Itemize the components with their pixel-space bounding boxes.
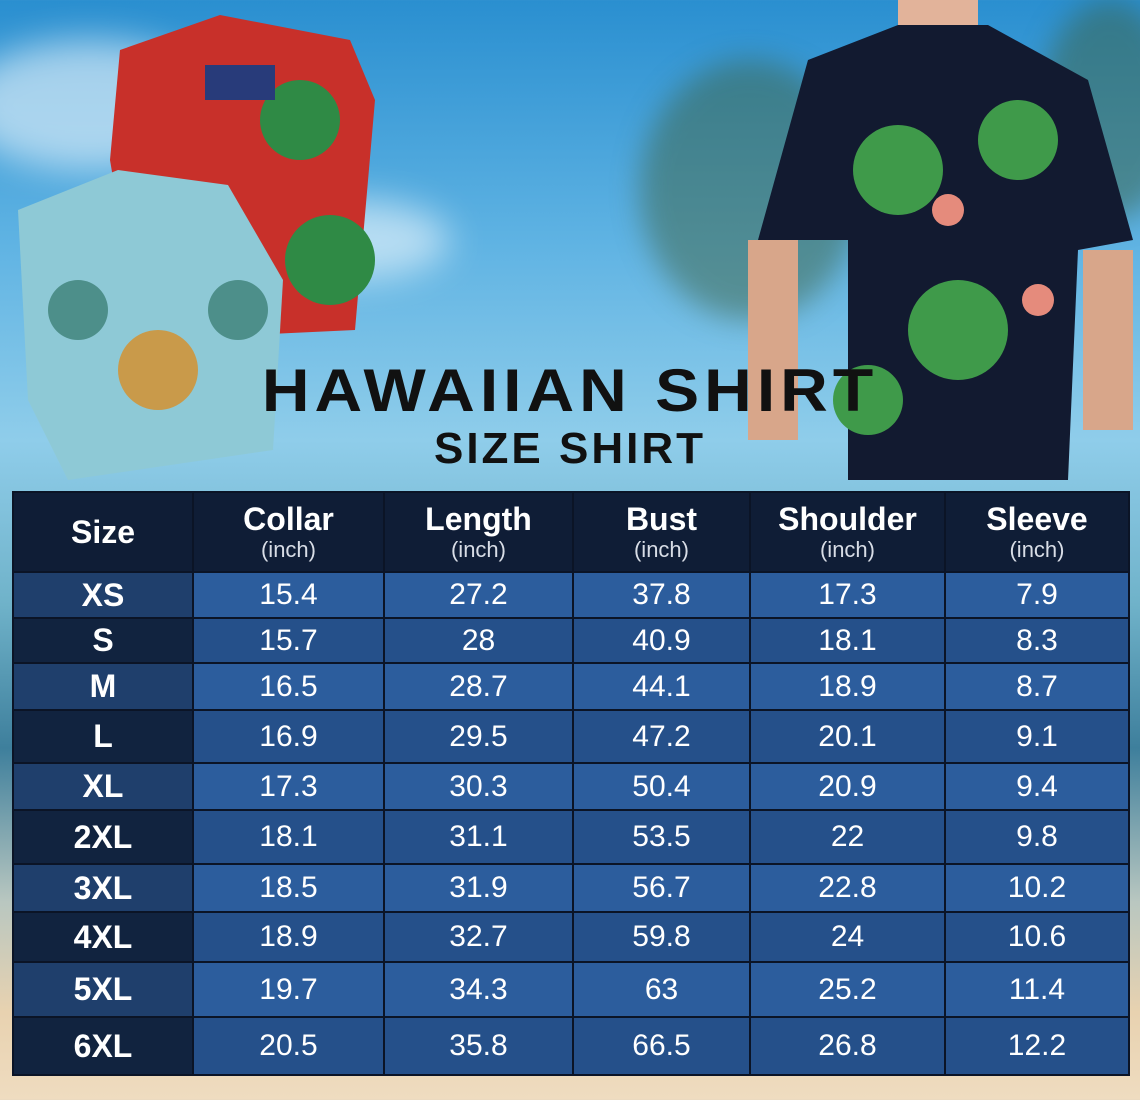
value-cell: 29.5 — [383, 709, 574, 764]
size-cell: 3XL — [12, 863, 194, 913]
value-cell: 16.9 — [192, 709, 385, 764]
table-row: 4XL 18.9 32.7 59.8 24 10.6 — [12, 911, 1130, 963]
value-cell: 11.4 — [944, 961, 1130, 1018]
value-cell: 18.1 — [749, 617, 946, 664]
column-unit: (inch) — [819, 537, 875, 562]
value-cell: 25.2 — [749, 961, 946, 1018]
table-header-row: Size Collar (inch) Length (inch) Bust (inch) Sh… — [12, 491, 1130, 573]
value-cell: 27.2 — [383, 571, 574, 619]
value-cell: 26.8 — [749, 1016, 946, 1076]
value-cell: 12.2 — [944, 1016, 1130, 1076]
value-cell: 20.5 — [192, 1016, 385, 1076]
size-cell: 6XL — [12, 1016, 194, 1076]
value-cell: 22.8 — [749, 863, 946, 913]
value-cell: 56.7 — [572, 863, 751, 913]
column-header-shoulder: Shoulder (inch) — [749, 491, 946, 573]
size-cell: 5XL — [12, 961, 194, 1018]
value-cell: 66.5 — [572, 1016, 751, 1076]
value-cell: 34.3 — [383, 961, 574, 1018]
size-cell: S — [12, 617, 194, 664]
value-cell: 63 — [572, 961, 751, 1018]
value-cell: 18.5 — [192, 863, 385, 913]
value-cell: 9.8 — [944, 809, 1130, 865]
table-row: 3XL 18.5 31.9 56.7 22.8 10.2 — [12, 863, 1130, 913]
column-label: Collar — [243, 501, 334, 537]
model-flamingo-shirt-image — [748, 0, 1133, 480]
column-header-size: Size — [12, 491, 194, 573]
value-cell: 40.9 — [572, 617, 751, 664]
value-cell: 59.8 — [572, 911, 751, 963]
value-cell: 53.5 — [572, 809, 751, 865]
table-row: XL 17.3 30.3 50.4 20.9 9.4 — [12, 762, 1130, 811]
value-cell: 7.9 — [944, 571, 1130, 619]
value-cell: 50.4 — [572, 762, 751, 811]
value-cell: 20.9 — [749, 762, 946, 811]
value-cell: 22 — [749, 809, 946, 865]
value-cell: 9.1 — [944, 709, 1130, 764]
table-row: XS 15.4 27.2 37.8 17.3 7.9 — [12, 571, 1130, 619]
value-cell: 20.1 — [749, 709, 946, 764]
table-row: L 16.9 29.5 47.2 20.1 9.1 — [12, 709, 1130, 764]
column-label: Length — [425, 501, 532, 537]
table-row: 2XL 18.1 31.1 53.5 22 9.8 — [12, 809, 1130, 865]
table-row: S 15.7 28 40.9 18.1 8.3 — [12, 617, 1130, 664]
value-cell: 28.7 — [383, 662, 574, 711]
value-cell: 19.7 — [192, 961, 385, 1018]
column-label: Size — [70, 514, 136, 550]
column-label: Bust — [625, 501, 698, 537]
size-cell: 2XL — [12, 809, 194, 865]
value-cell: 31.1 — [383, 809, 574, 865]
table-row: M 16.5 28.7 44.1 18.9 8.7 — [12, 662, 1130, 711]
column-header-collar: Collar (inch) — [192, 491, 385, 573]
table-row: 5XL 19.7 34.3 63 25.2 11.4 — [12, 961, 1130, 1018]
column-header-sleeve: Sleeve (inch) — [944, 491, 1130, 573]
value-cell: 35.8 — [383, 1016, 574, 1076]
value-cell: 17.3 — [749, 571, 946, 619]
value-cell: 16.5 — [192, 662, 385, 711]
column-unit: (inch) — [1009, 537, 1065, 562]
page-title: HAWAIIAN SHIRT — [261, 355, 879, 425]
value-cell: 10.6 — [944, 911, 1130, 963]
value-cell: 30.3 — [383, 762, 574, 811]
column-label: Sleeve — [986, 501, 1088, 537]
size-cell: M — [12, 662, 194, 711]
value-cell: 18.1 — [192, 809, 385, 865]
size-cell: XL — [12, 762, 194, 811]
column-header-length: Length (inch) — [383, 491, 574, 573]
value-cell: 9.4 — [944, 762, 1130, 811]
value-cell: 31.9 — [383, 863, 574, 913]
value-cell: 10.2 — [944, 863, 1130, 913]
value-cell: 15.7 — [192, 617, 385, 664]
value-cell: 47.2 — [572, 709, 751, 764]
column-unit: (inch) — [450, 537, 506, 562]
value-cell: 15.4 — [192, 571, 385, 619]
value-cell: 8.7 — [944, 662, 1130, 711]
value-cell: 18.9 — [749, 662, 946, 711]
column-header-bust: Bust (inch) — [572, 491, 751, 573]
value-cell: 44.1 — [572, 662, 751, 711]
column-unit: (inch) — [260, 537, 316, 562]
value-cell: 32.7 — [383, 911, 574, 963]
size-cell: 4XL — [12, 911, 194, 963]
value-cell: 17.3 — [192, 762, 385, 811]
page-subtitle: SIZE SHIRT — [433, 424, 707, 473]
column-unit: (inch) — [633, 537, 689, 562]
value-cell: 24 — [749, 911, 946, 963]
blue-shirt-image — [18, 170, 283, 480]
table-row: 6XL 20.5 35.8 66.5 26.8 12.2 — [12, 1016, 1130, 1076]
value-cell: 28 — [383, 617, 574, 664]
size-chart-table: Size Collar (inch) Length (inch) Bust (inch) Sh… — [12, 491, 1130, 1076]
value-cell: 37.8 — [572, 571, 751, 619]
size-cell: XS — [12, 571, 194, 619]
column-label: Shoulder — [778, 501, 917, 537]
size-cell: L — [12, 709, 194, 764]
value-cell: 18.9 — [192, 911, 385, 963]
value-cell: 8.3 — [944, 617, 1130, 664]
